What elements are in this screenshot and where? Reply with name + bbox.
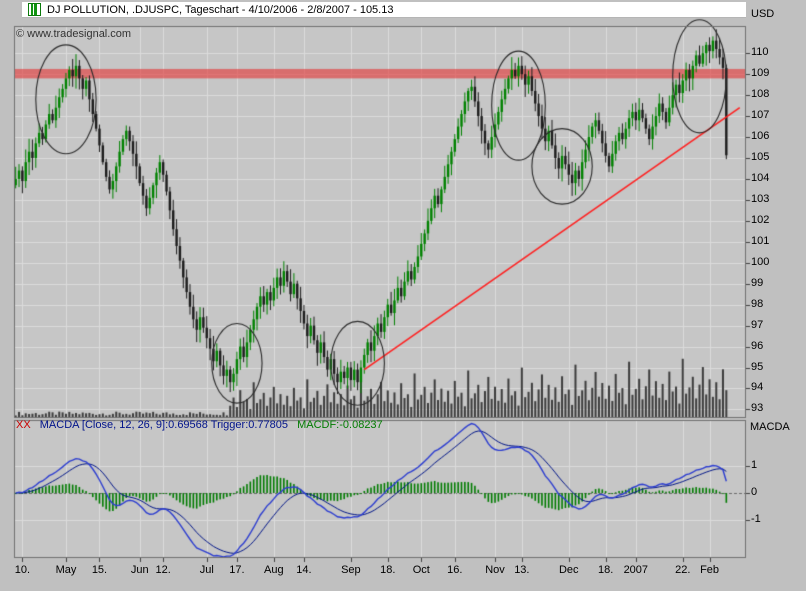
macd-legend: XX MACDA [Close, 12, 26, 9]:0.69568 Trig… <box>16 419 389 431</box>
title-bar: DJ POLLUTION, .DJUSPC, Tageschart - 4/10… <box>22 2 746 18</box>
chart-series-icon <box>28 3 41 16</box>
macd-legend-histogram-value: MACDF:-0.08237 <box>297 419 383 431</box>
chart-title: DJ POLLUTION, .DJUSPC, Tageschart - 4/10… <box>47 3 394 16</box>
macd-legend-prefix: XX <box>16 419 31 431</box>
price-axis-unit-label: USD <box>751 8 775 20</box>
macd-axis-label: MACDA <box>750 421 790 433</box>
macd-legend-values: MACDA [Close, 12, 26, 9]:0.69568 Trigger… <box>39 419 289 431</box>
copyright-watermark: © www.tradesignal.com <box>16 28 132 40</box>
